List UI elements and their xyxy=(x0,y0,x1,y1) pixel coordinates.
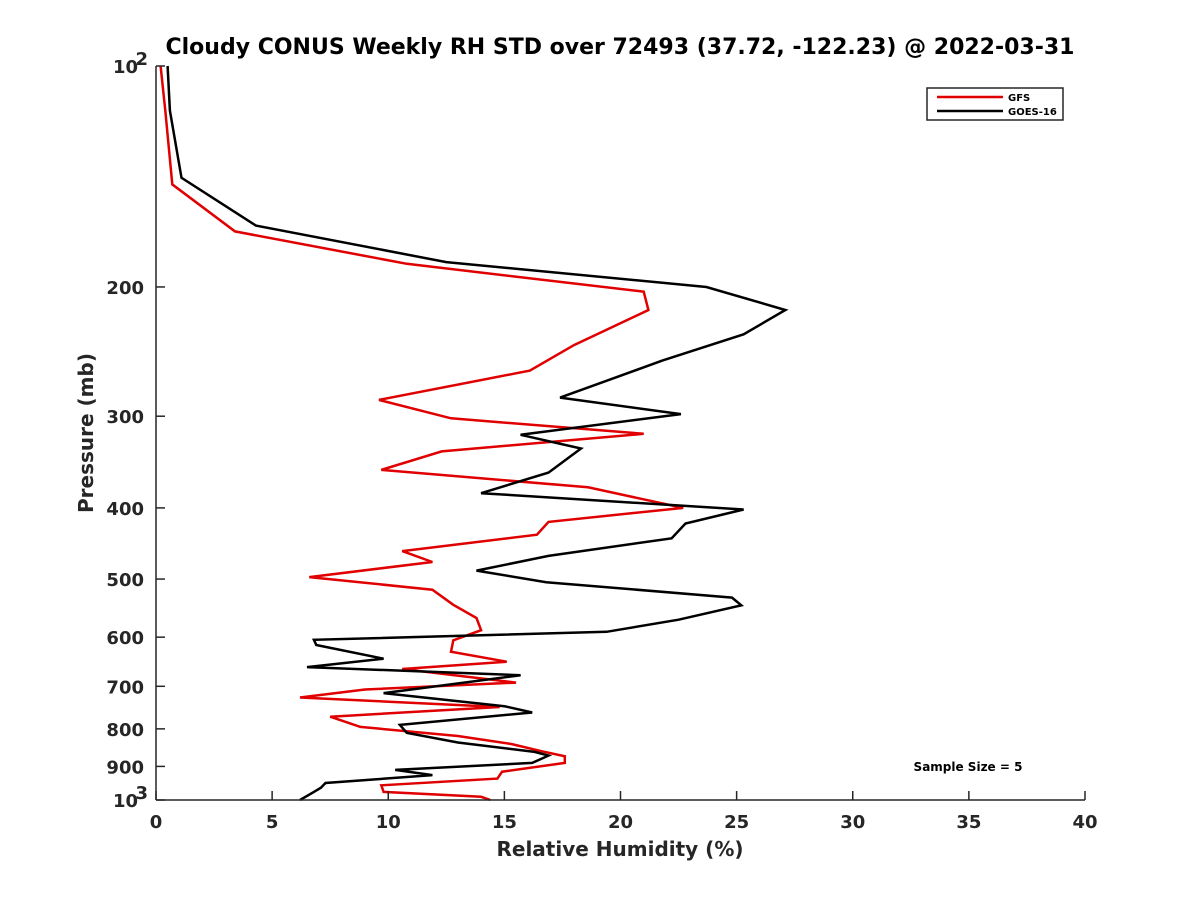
y-tick-label: 300 xyxy=(106,407,144,428)
y-tick-label: 10 xyxy=(113,791,138,812)
legend-label-gfs: GFS xyxy=(1008,93,1030,104)
x-axis-label: Relative Humidity (%) xyxy=(496,837,743,861)
y-tick-label: 10 xyxy=(113,57,138,78)
y-tick-label: 900 xyxy=(106,757,144,778)
y-tick-label: 400 xyxy=(106,499,144,520)
sample-size-annotation: Sample Size = 5 xyxy=(914,760,1023,774)
x-tick-label: 40 xyxy=(1072,812,1097,833)
y-tick-label: 600 xyxy=(106,628,144,649)
x-tick-label: 10 xyxy=(376,812,401,833)
x-tick-label: 0 xyxy=(150,812,163,833)
x-tick-label: 15 xyxy=(492,812,517,833)
y-tick-label: 500 xyxy=(106,570,144,591)
series-line-goes16 xyxy=(166,65,789,802)
x-tick-label: 35 xyxy=(956,812,981,833)
series-line-gfs xyxy=(159,65,684,802)
ticks-layer: 0 5 10 15 20 25 30 35 40102200300400500600700800… xyxy=(106,49,1097,833)
series-layer xyxy=(159,65,789,802)
x-tick-label: 20 xyxy=(608,812,633,833)
legend-box xyxy=(926,87,1064,121)
x-tick-label: 5 xyxy=(266,812,279,833)
x-tick-label: 30 xyxy=(840,812,865,833)
y-tick-label: 200 xyxy=(106,278,144,299)
y-tick-label: 800 xyxy=(106,720,144,741)
chart-title: Cloudy CONUS Weekly RH STD over 72493 (3… xyxy=(166,35,1075,60)
y-tick-exponent: 3 xyxy=(135,783,148,804)
legend-label-goes16: GOES-16 xyxy=(1008,107,1057,118)
x-tick-label: 25 xyxy=(724,812,749,833)
legend: GFS GOES-16 xyxy=(926,87,1064,121)
y-tick-exponent: 2 xyxy=(135,49,148,70)
y-tick-label: 700 xyxy=(106,677,144,698)
y-axis-label: Pressure (mb) xyxy=(74,353,98,513)
